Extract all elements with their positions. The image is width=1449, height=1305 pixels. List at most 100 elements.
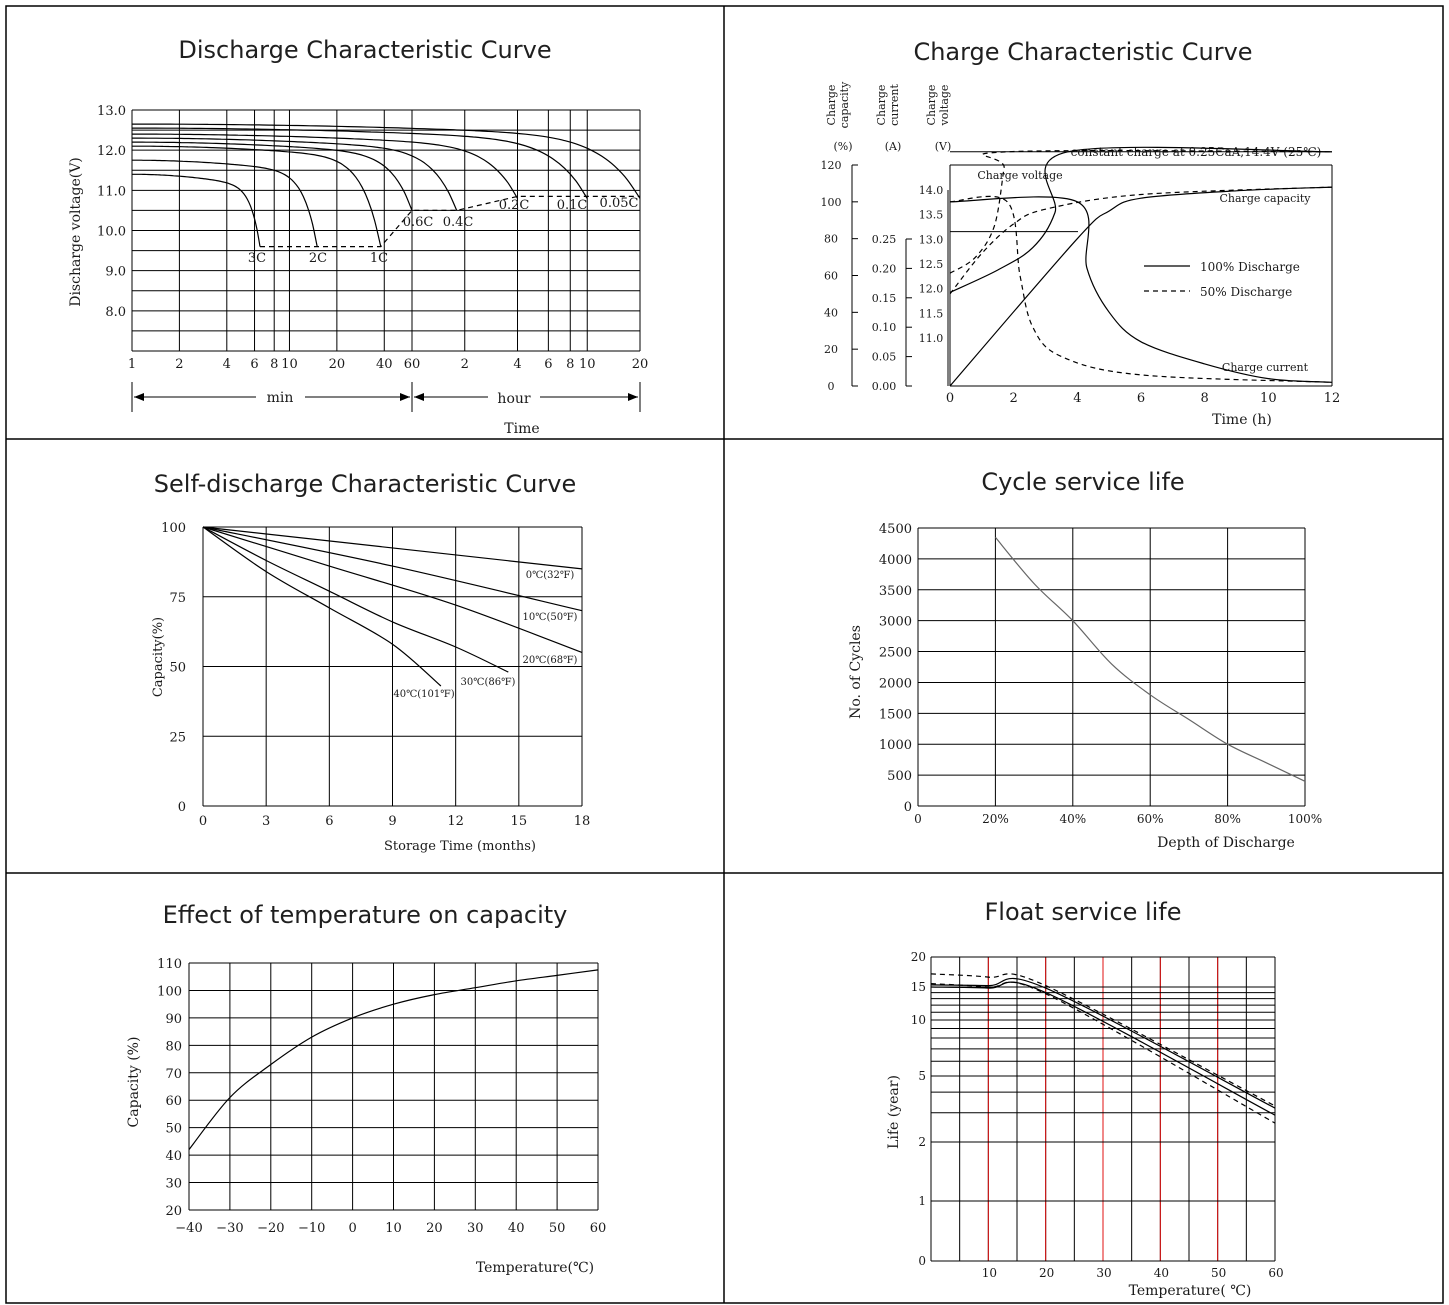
x-tick-label: 40 (508, 1221, 525, 1236)
x-tick-label: 30 (467, 1221, 484, 1236)
discharge-curve (132, 145, 382, 247)
x-axis-title: Temperature(℃) (476, 1260, 594, 1276)
y-tick-label: 80 (165, 1039, 182, 1054)
x-axis-title: Temperature( ℃) (1129, 1283, 1252, 1299)
y-tick-label: 1 (918, 1194, 926, 1208)
discharge-title: Discharge Characteristic Curve (178, 36, 551, 64)
label-charge-capacity: Charge capacity (1220, 192, 1312, 205)
capacity-tick: 120 (821, 159, 842, 172)
y-tick-label: 40 (165, 1149, 182, 1164)
label-charge-current: Charge current (1222, 361, 1309, 374)
y-tick-label: 5 (918, 1069, 926, 1083)
x-tick-label: 100% (1288, 812, 1322, 826)
float-life-curve (930, 973, 1276, 1107)
x-tick-label: 4 (1073, 391, 1081, 406)
y-tick-label: 0 (178, 800, 186, 815)
y-tick-label: 1500 (879, 707, 912, 722)
y-axis-title: No. of Cycles (848, 625, 864, 719)
x-tick-label: 80% (1214, 812, 1241, 826)
x-tick-label: 30 (1096, 1266, 1111, 1280)
voltage-tick: 12.5 (919, 258, 944, 271)
discharge-curve (131, 133, 519, 199)
legend-50-label: 50% Discharge (1200, 285, 1292, 299)
capacity-header: capacity (838, 81, 851, 128)
series-label: 20℃(68℉) (523, 655, 578, 666)
discharge-curve (132, 123, 641, 199)
y-tick-label: 11.0 (97, 184, 126, 199)
x-tick-label: −10 (298, 1221, 325, 1236)
float-life-curve (930, 981, 1276, 1116)
y-tick-label: 1000 (879, 738, 912, 753)
y-tick-label: 90 (165, 1012, 182, 1027)
x-tick-label: 0 (348, 1221, 356, 1236)
x-tick-label: 10 (1260, 391, 1277, 406)
x-tick-label: 2 (1010, 391, 1018, 406)
y-tick-label: 2 (918, 1135, 926, 1149)
float-life-curve (930, 977, 1276, 1109)
temp-capacity-title: Effect of temperature on capacity (163, 901, 568, 929)
x-tick-label: 20 (1039, 1266, 1054, 1280)
voltage-tick: 13.5 (919, 209, 944, 222)
series-label: 0.1C (557, 198, 588, 213)
x-tick-label: 8 (1201, 391, 1209, 406)
y-tick-label: 9.0 (105, 265, 126, 280)
x-tick-label: 12 (447, 814, 464, 829)
y-tick-label: 0 (918, 1254, 926, 1268)
x-tick-label: 0 (914, 812, 922, 826)
self-discharge-chart: 0 3 6 9 12 15 18 100 75 50 25 0 Storage Time (months… (151, 521, 590, 854)
y-tick-label: 3000 (879, 615, 912, 630)
capacity-tick: 60 (824, 270, 838, 283)
x-tick-label: 50 (1211, 1266, 1226, 1280)
current-header: current (888, 84, 901, 126)
series-label: 10℃(50℉) (523, 612, 578, 623)
voltage-tick: 14.0 (919, 184, 944, 197)
y-tick-label: 4000 (879, 553, 912, 568)
y-tick-label: 75 (169, 591, 186, 606)
y-tick-label: 20 (911, 950, 926, 964)
y-tick-label: 10.0 (97, 225, 126, 240)
current-curve (949, 196, 1333, 383)
y-tick-label: 15 (911, 980, 926, 994)
y-tick-label: 4500 (879, 522, 912, 537)
arrow-head (414, 393, 424, 401)
capacity-curve (949, 186, 1333, 387)
self-discharge-line (202, 526, 583, 654)
voltage-tick: 11.5 (919, 307, 944, 320)
current-tick: 0.05 (872, 351, 897, 364)
y-tick-label: 60 (165, 1094, 182, 1109)
x-tick-label: 6 (1137, 391, 1145, 406)
discharge-curve (132, 173, 261, 247)
voltage-tick: 12.0 (919, 283, 944, 296)
temp-capacity-chart: 110 100 90 80 70 60 50 40 30 20 −40 −30 −20 −10 0 10 20 3… (126, 957, 606, 1276)
self-discharge-line (202, 526, 509, 673)
series-label: 1C (370, 251, 388, 266)
y-tick-label: 0 (904, 800, 912, 815)
voltage-curve (949, 146, 1333, 293)
legend-100-label: 100% Discharge (1200, 260, 1300, 274)
x-tick-label: 6 (250, 357, 258, 372)
panel-borders (5, 5, 1444, 1304)
x-tick-label: −40 (175, 1221, 202, 1236)
x-axis-title: Time (h) (1212, 412, 1272, 428)
x-tick-label: 40% (1059, 812, 1086, 826)
x-axis-title: Storage Time (months) (384, 839, 536, 854)
range-label-hour: hour (497, 391, 530, 407)
y-tick-label: 2500 (879, 646, 912, 661)
x-tick-label: 6 (325, 814, 333, 829)
series-label: 40℃(101℉) (393, 689, 454, 700)
current-header: (A) (885, 140, 902, 153)
x-tick-label: −20 (257, 1221, 284, 1236)
x-tick-label: −30 (216, 1221, 243, 1236)
cycle-life-chart: 4500 4000 3500 3000 2500 2000 1500 1000 500 00 20%… (848, 522, 1322, 851)
capacity-tick: 80 (824, 233, 838, 246)
capacity-tick: 40 (824, 306, 838, 319)
y-tick-label: 100 (157, 984, 182, 999)
discharge-curve (132, 127, 588, 199)
voltage-tick: 11.0 (919, 332, 944, 345)
series-label: 30℃(86℉) (461, 677, 516, 688)
self-discharge-line (202, 526, 583, 612)
cycle-life-curve (994, 536, 1306, 782)
x-tick-label: 0 (946, 391, 954, 406)
current-tick: 0.15 (872, 292, 897, 305)
